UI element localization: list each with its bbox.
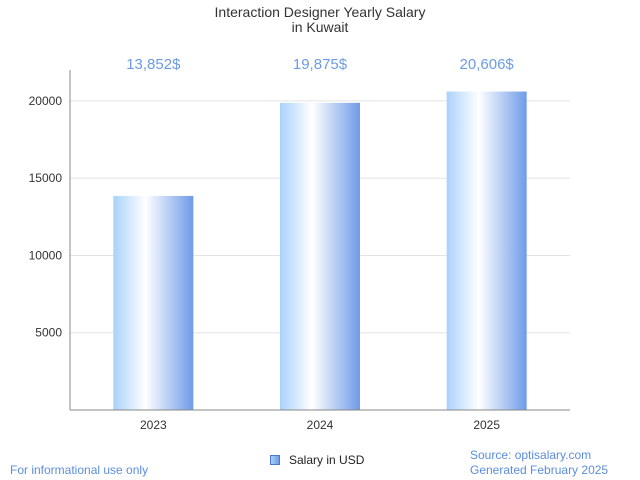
axes xyxy=(69,70,570,411)
informational-note: For informational use only xyxy=(10,463,149,477)
chart-title-line-1: Interaction Designer Yearly Salary xyxy=(215,4,426,20)
x-tick-label-2025: 2025 xyxy=(473,418,500,432)
bar-2025[interactable] xyxy=(446,91,527,410)
y-tick-label-5000: 5000 xyxy=(35,326,62,340)
y-tick-label-15000: 15000 xyxy=(29,171,63,185)
source-text: Source: optisalary.com xyxy=(470,448,592,462)
source-block: Source: optisalary.com Generated Februar… xyxy=(470,448,608,478)
legend-swatch xyxy=(270,455,280,465)
data-label-2024: 19,875$ xyxy=(293,56,348,73)
generated-date: Generated February 2025 xyxy=(470,463,609,477)
legend-label: Salary in USD xyxy=(289,453,365,467)
bars xyxy=(113,91,527,410)
bar-2024[interactable] xyxy=(280,102,360,410)
legend[interactable]: Salary in USD xyxy=(270,453,364,467)
x-tick-label-2024: 2024 xyxy=(307,418,334,432)
labels: 5000 10000 15000 20000 13,852$ 2023 19,875$ 202… xyxy=(29,56,515,432)
y-tick-label-20000: 20000 xyxy=(29,94,63,108)
bar-2023[interactable] xyxy=(113,195,194,410)
data-label-2025: 20,606$ xyxy=(460,56,515,73)
x-tick-label-2023: 2023 xyxy=(140,418,167,432)
chart-title-line-2: in Kuwait xyxy=(292,19,349,35)
data-label-2023: 13,852$ xyxy=(126,56,181,73)
y-tick-label-10000: 10000 xyxy=(29,248,63,262)
